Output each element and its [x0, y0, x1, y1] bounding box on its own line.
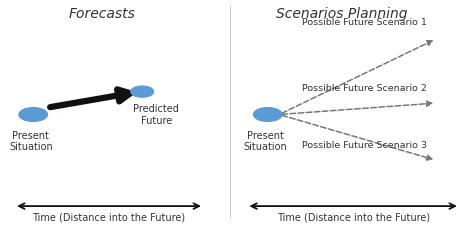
Circle shape: [254, 108, 282, 121]
Text: Present
Situation: Present Situation: [9, 131, 53, 152]
Text: Forecasts: Forecasts: [68, 7, 136, 21]
Text: Time (Distance into the Future): Time (Distance into the Future): [276, 213, 430, 223]
Text: Present
Situation: Present Situation: [244, 131, 287, 152]
Text: Possible Future Scenario 3: Possible Future Scenario 3: [301, 141, 427, 150]
Text: Possible Future Scenario 2: Possible Future Scenario 2: [302, 84, 427, 93]
Text: Possible Future Scenario 1: Possible Future Scenario 1: [302, 19, 427, 27]
Text: Scenarios Planning: Scenarios Planning: [275, 7, 407, 21]
Circle shape: [19, 108, 47, 121]
Circle shape: [131, 86, 154, 97]
Text: Predicted
Future: Predicted Future: [134, 104, 179, 125]
Text: Time (Distance into the Future): Time (Distance into the Future): [32, 213, 186, 223]
